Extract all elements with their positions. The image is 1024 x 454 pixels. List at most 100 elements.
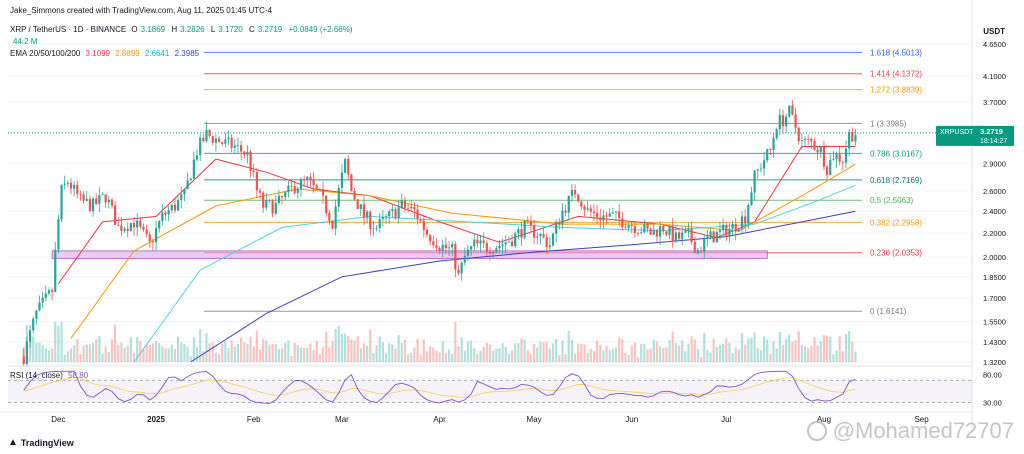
candle-body[interactable] [120, 225, 123, 232]
candle-body[interactable] [47, 290, 51, 294]
candle-body[interactable] [236, 145, 240, 146]
candle-body[interactable] [665, 231, 668, 235]
candle-body[interactable] [577, 194, 580, 202]
candle-body[interactable] [306, 176, 309, 180]
candle-body[interactable] [132, 222, 136, 228]
candle-body[interactable] [85, 198, 88, 201]
candle-body[interactable] [66, 182, 69, 184]
candle-body[interactable] [561, 210, 564, 225]
rsi-tick-label[interactable]: 30.00 [983, 398, 1002, 407]
candle-body[interactable] [536, 236, 539, 238]
candle-body[interactable] [243, 151, 246, 155]
candle-body[interactable] [343, 158, 347, 173]
candle-body[interactable] [158, 221, 161, 229]
candle-body[interactable] [766, 149, 769, 161]
candle-body[interactable] [375, 228, 378, 229]
rsi-legend[interactable]: RSI (14, close) 58.80 [10, 371, 91, 380]
candle-body[interactable] [104, 194, 107, 203]
candle-body[interactable] [224, 139, 227, 144]
candle-body[interactable] [32, 318, 35, 331]
candle-body[interactable] [378, 219, 381, 229]
volume-legend[interactable]: 44.2 M [10, 37, 40, 46]
candle-body[interactable] [699, 251, 703, 252]
candle-body[interactable] [51, 290, 54, 292]
candle-body[interactable] [696, 251, 700, 254]
candle-body[interactable] [851, 132, 854, 142]
candle-body[interactable] [684, 230, 687, 233]
candle-body[interactable] [126, 228, 129, 231]
candle-body[interactable] [277, 195, 281, 204]
candle-body[interactable] [451, 243, 454, 248]
candle-body[interactable] [621, 218, 624, 228]
candle-body[interactable] [318, 188, 321, 190]
candle-body[interactable] [564, 210, 567, 213]
candle-body[interactable] [781, 115, 785, 127]
candle-body[interactable] [214, 138, 218, 143]
candle-body[interactable] [154, 228, 158, 243]
candle-body[interactable] [384, 216, 388, 218]
candle-body[interactable] [523, 220, 526, 238]
candle-body[interactable] [454, 243, 457, 270]
x-tick-label[interactable]: Feb [247, 415, 261, 424]
candle-body[interactable] [580, 201, 583, 207]
candle-body[interactable] [759, 168, 763, 170]
candle-body[interactable] [703, 238, 706, 252]
candle-body[interactable] [268, 199, 271, 201]
candle-body[interactable] [555, 222, 558, 234]
candle-body[interactable] [337, 187, 340, 207]
candle-body[interactable] [192, 159, 195, 179]
y-tick-label[interactable]: 1.8500 [983, 273, 1006, 282]
candle-body[interactable] [558, 222, 561, 225]
candle-body[interactable] [422, 220, 425, 230]
candle-body[interactable] [822, 147, 826, 167]
candle-body[interactable] [325, 195, 328, 214]
candle-body[interactable] [630, 225, 633, 227]
candle-body[interactable] [372, 228, 375, 230]
candle-body[interactable] [107, 199, 110, 203]
candle-body[interactable] [321, 189, 325, 196]
candle-body[interactable] [838, 154, 841, 162]
candle-body[interactable] [280, 195, 284, 198]
candle-body[interactable] [687, 228, 690, 231]
candle-body[interactable] [170, 204, 173, 211]
candle-body[interactable] [602, 215, 605, 221]
candle-body[interactable] [211, 136, 214, 143]
candle-body[interactable] [199, 137, 202, 156]
candle-body[interactable] [63, 183, 66, 185]
candle-body[interactable] [706, 236, 709, 239]
candle-body[interactable] [854, 135, 857, 142]
candle-body[interactable] [388, 210, 391, 217]
candle-body[interactable] [44, 293, 47, 298]
candle-body[interactable] [400, 200, 403, 208]
candle-body[interactable] [482, 240, 485, 243]
candle-body[interactable] [633, 226, 637, 233]
candle-body[interactable] [457, 269, 460, 274]
candle-body[interactable] [88, 198, 92, 212]
candle-body[interactable] [353, 191, 356, 200]
candle-body[interactable] [123, 228, 126, 232]
candle-body[interactable] [744, 216, 747, 224]
x-tick-label[interactable]: Mar [335, 415, 349, 424]
candle-body[interactable] [381, 217, 384, 220]
candle-body[interactable] [95, 198, 98, 205]
candle-body[interactable] [139, 220, 142, 227]
candle-body[interactable] [410, 206, 413, 209]
candle-body[interactable] [819, 147, 822, 153]
candle-body[interactable] [54, 249, 57, 292]
x-tick-label[interactable]: Sep [914, 415, 929, 424]
candle-body[interactable] [592, 211, 596, 213]
candle-body[interactable] [271, 200, 274, 214]
candle-body[interactable] [60, 184, 63, 220]
candle-body[interactable] [460, 262, 463, 274]
candle-body[interactable] [469, 246, 473, 250]
candle-body[interactable] [255, 172, 258, 191]
candle-body[interactable] [91, 198, 95, 212]
candle-body[interactable] [586, 208, 589, 210]
candle-body[interactable] [265, 199, 268, 208]
y-tick-label[interactable]: 2.9000 [983, 159, 1006, 168]
candle-body[interactable] [274, 203, 277, 214]
candle-body[interactable] [73, 184, 76, 189]
candle-body[interactable] [596, 212, 599, 218]
candle-body[interactable] [659, 226, 662, 237]
